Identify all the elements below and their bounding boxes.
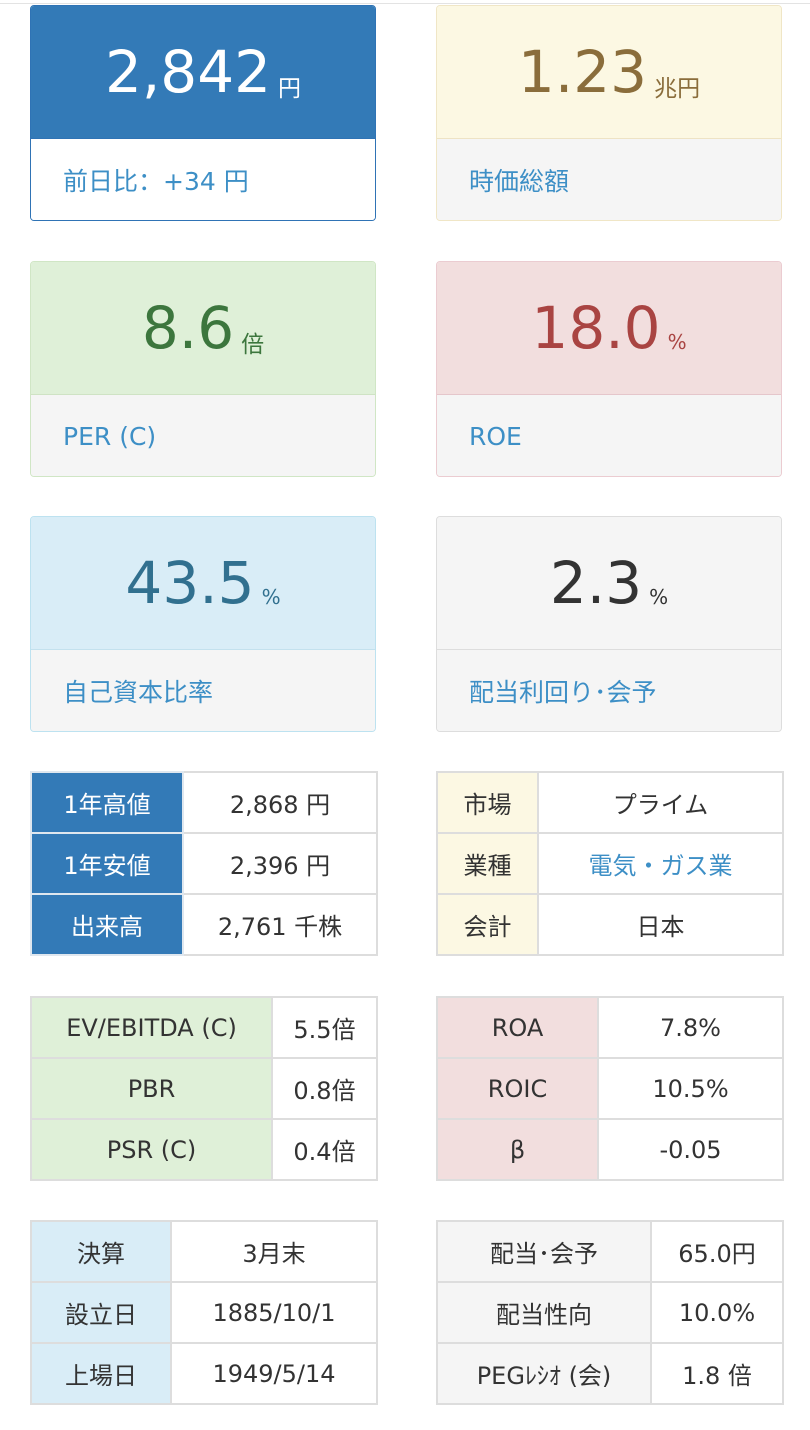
table-row: 配当性向 10.0% xyxy=(436,1281,784,1344)
year-low-label: 1年安値 xyxy=(30,832,184,895)
table-row: β -0.05 xyxy=(436,1118,784,1181)
table-row: 1年安値 2,396 円 xyxy=(30,832,378,895)
roic-label: ROIC xyxy=(436,1057,599,1120)
founded-label: 設立日 xyxy=(30,1281,172,1344)
market-cap-card: 1.23 兆円 時価総額 xyxy=(436,5,782,221)
dividend-table: 配当･会予 65.0円 配当性向 10.0% PEGﾚｼｵ (会) 1.8 倍 xyxy=(436,1220,784,1405)
dividend-yield-unit: % xyxy=(649,585,669,609)
price-change-label: 前日比：+34 円 xyxy=(31,139,375,220)
price-range-table: 1年高値 2,868 円 1年安値 2,396 円 出来高 2,761 千株 xyxy=(30,771,378,956)
market-cap-value-area: 1.23 兆円 xyxy=(437,6,781,139)
per-card: 8.6 倍 PER (C) xyxy=(30,261,376,477)
table-row: ROA 7.8% xyxy=(436,996,784,1059)
valuation-table: EV/EBITDA (C) 5.5倍 PBR 0.8倍 PSR (C) 0.4倍 xyxy=(30,996,378,1181)
volume-label: 出来高 xyxy=(30,893,184,956)
accounting-label: 会計 xyxy=(436,893,539,956)
top-divider xyxy=(0,0,810,4)
table-row: 業種 電気・ガス業 xyxy=(436,832,784,895)
market-label: 市場 xyxy=(436,771,539,834)
company-info-table: 市場 プライム 業種 電気・ガス業 会計 日本 xyxy=(436,771,784,956)
roa-label: ROA xyxy=(436,996,599,1059)
industry-link[interactable]: 電気・ガス業 xyxy=(537,832,784,895)
founded-value: 1885/10/1 xyxy=(170,1281,378,1344)
dividend-yield-label: 配当利回り･会予 xyxy=(437,650,781,731)
roe-unit: % xyxy=(667,330,687,354)
dividend-yield-value: 2.3 xyxy=(549,549,643,617)
market-cap-label: 時価総額 xyxy=(437,139,781,220)
ev-ebitda-value: 5.5倍 xyxy=(271,996,378,1059)
table-row: 1年高値 2,868 円 xyxy=(30,771,378,834)
table-row: 配当･会予 65.0円 xyxy=(436,1220,784,1283)
stock-price-card: 2,842 円 前日比：+34 円 xyxy=(30,5,376,221)
table-row: PEGﾚｼｵ (会) 1.8 倍 xyxy=(436,1342,784,1405)
beta-label: β xyxy=(436,1118,599,1181)
peg-ratio-label: PEGﾚｼｵ (会) xyxy=(436,1342,652,1405)
roic-value: 10.5% xyxy=(597,1057,784,1120)
industry-label: 業種 xyxy=(436,832,539,895)
table-row: PSR (C) 0.4倍 xyxy=(30,1118,378,1181)
table-row: 市場 プライム xyxy=(436,771,784,834)
returns-table: ROA 7.8% ROIC 10.5% β -0.05 xyxy=(436,996,784,1181)
year-low-value: 2,396 円 xyxy=(182,832,378,895)
per-value-area: 8.6 倍 xyxy=(31,262,375,395)
market-value: プライム xyxy=(537,771,784,834)
psr-value: 0.4倍 xyxy=(271,1118,378,1181)
peg-ratio-value: 1.8 倍 xyxy=(650,1342,784,1405)
market-cap-unit: 兆円 xyxy=(654,76,701,102)
payout-ratio-label: 配当性向 xyxy=(436,1281,652,1344)
payout-ratio-value: 10.0% xyxy=(650,1281,784,1344)
roa-value: 7.8% xyxy=(597,996,784,1059)
table-row: EV/EBITDA (C) 5.5倍 xyxy=(30,996,378,1059)
dividend-forecast-value: 65.0円 xyxy=(650,1220,784,1283)
equity-ratio-value: 43.5 xyxy=(125,549,255,617)
fiscal-end-value: 3月末 xyxy=(170,1220,378,1283)
stock-price-value-area: 2,842 円 xyxy=(31,6,375,139)
fiscal-end-label: 決算 xyxy=(30,1220,172,1283)
listed-label: 上場日 xyxy=(30,1342,172,1405)
table-row: 決算 3月末 xyxy=(30,1220,378,1283)
psr-label: PSR (C) xyxy=(30,1118,273,1181)
table-row: 設立日 1885/10/1 xyxy=(30,1281,378,1344)
listed-value: 1949/5/14 xyxy=(170,1342,378,1405)
accounting-value: 日本 xyxy=(537,893,784,956)
pbr-label: PBR xyxy=(30,1057,273,1120)
dividend-yield-value-area: 2.3 % xyxy=(437,517,781,650)
table-row: 上場日 1949/5/14 xyxy=(30,1342,378,1405)
dividend-yield-card: 2.3 % 配当利回り･会予 xyxy=(436,516,782,732)
table-row: 会計 日本 xyxy=(436,893,784,956)
stock-price-value: 2,842 xyxy=(104,38,272,106)
stock-price-unit: 円 xyxy=(278,76,302,102)
roe-card: 18.0 % ROE xyxy=(436,261,782,477)
equity-ratio-unit: % xyxy=(261,585,281,609)
table-row: ROIC 10.5% xyxy=(436,1057,784,1120)
per-label: PER (C) xyxy=(31,395,375,476)
table-row: 出来高 2,761 千株 xyxy=(30,893,378,956)
equity-ratio-value-area: 43.5 % xyxy=(31,517,375,650)
year-high-value: 2,868 円 xyxy=(182,771,378,834)
volume-value: 2,761 千株 xyxy=(182,893,378,956)
pbr-value: 0.8倍 xyxy=(271,1057,378,1120)
beta-value: -0.05 xyxy=(597,1118,784,1181)
equity-ratio-card: 43.5 % 自己資本比率 xyxy=(30,516,376,732)
roe-value: 18.0 xyxy=(531,294,661,362)
year-high-label: 1年高値 xyxy=(30,771,184,834)
market-cap-value: 1.23 xyxy=(517,38,648,106)
dividend-forecast-label: 配当･会予 xyxy=(436,1220,652,1283)
roe-value-area: 18.0 % xyxy=(437,262,781,395)
equity-ratio-label: 自己資本比率 xyxy=(31,650,375,731)
per-unit: 倍 xyxy=(241,332,265,358)
ev-ebitda-label: EV/EBITDA (C) xyxy=(30,996,273,1059)
company-dates-table: 決算 3月末 設立日 1885/10/1 上場日 1949/5/14 xyxy=(30,1220,378,1405)
table-row: PBR 0.8倍 xyxy=(30,1057,378,1120)
per-value: 8.6 xyxy=(141,294,235,362)
roe-label: ROE xyxy=(437,395,781,476)
